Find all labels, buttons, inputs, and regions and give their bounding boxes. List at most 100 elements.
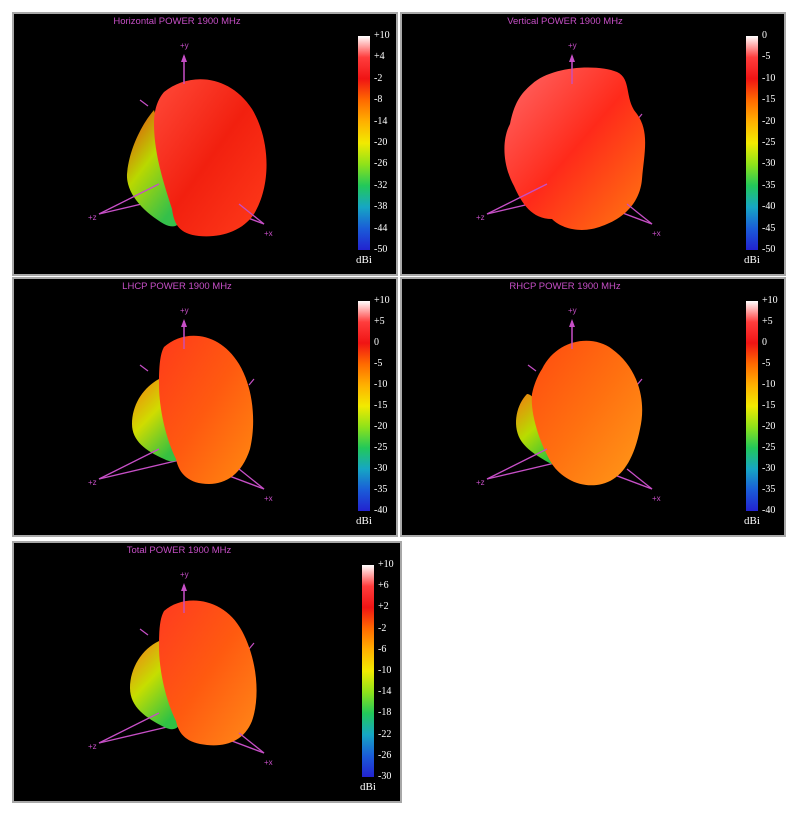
colorbar-tick-label: -26 [374, 158, 388, 170]
colorbar-tick-label: -20 [762, 115, 776, 127]
y-axis-arrow [569, 319, 575, 327]
y-axis-label: +y [180, 570, 189, 579]
colorbar-tick-label: -20 [762, 421, 776, 432]
radiation-plot: +y +x +z [88, 41, 273, 238]
colorbar-unit: dBi [744, 515, 760, 527]
radiation-plot: +y +x +z [476, 41, 661, 238]
colorbar-tick-label: +10 [378, 559, 394, 570]
y-axis-arrow [181, 583, 187, 591]
colorbar-tick-label: -18 [378, 707, 392, 719]
panel-title: Horizontal POWER 1900 MHz [113, 16, 241, 27]
colorbar-tick-label: -40 [762, 201, 776, 213]
colorbar-tick-label: -38 [374, 201, 388, 213]
colorbar-tick-label: -32 [374, 179, 388, 191]
colorbar-tick-label: -30 [762, 463, 776, 474]
z-axis-label: +z [88, 478, 97, 487]
colorbar-tick-label: -50 [374, 244, 388, 255]
colorbar-tick-label: -8 [374, 94, 383, 106]
colorbar-tick-label: -2 [374, 72, 383, 84]
y-axis-label: +y [568, 41, 577, 50]
panel-vertical: Vertical POWER 1900 MHz +y +x +z 0 -5 -10 -15 -2… [400, 12, 786, 276]
z-axis-tip [486, 183, 548, 215]
colorbar-tick-label: +5 [374, 316, 385, 327]
axis-stub [636, 378, 643, 386]
pattern-side-lobe [126, 110, 181, 227]
colorbar-tick-label: -10 [762, 379, 776, 390]
colorbar-tick-label: -25 [762, 442, 776, 453]
colorbar: +10 +5 0 -5 -10 -15 -20 -25 -30 -35 -40 dBi [356, 296, 390, 528]
colorbar-tick-label: -22 [378, 728, 392, 740]
colorbar-tick-label: -10 [374, 379, 388, 390]
z-axis-label: +z [88, 213, 97, 222]
x-axis-label: +x [652, 229, 661, 238]
x-axis-tip [626, 468, 653, 490]
colorbar-tick-label: -45 [762, 222, 776, 234]
pattern-side-lobe [132, 379, 181, 462]
colorbar-tick-label: -5 [762, 51, 771, 63]
z-axis-label: +z [476, 213, 485, 222]
axis-stub [139, 628, 149, 636]
z-axis-label: +z [476, 478, 485, 487]
y-axis-label: +y [180, 41, 189, 50]
colorbar-unit: dBi [356, 515, 372, 527]
panel-title: RHCP POWER 1900 MHz [509, 281, 621, 292]
axis-stub [527, 364, 537, 372]
z-axis-tip [98, 183, 160, 215]
colorbar-tick-label: -2 [378, 622, 387, 634]
x-axis-tip [238, 203, 265, 225]
colorbar-tick-label: 0 [762, 30, 767, 41]
panel-lhcp: LHCP POWER 1900 MHz +y +x +z +10 +5 0 -5 -10 -15 -… [12, 277, 398, 537]
colorbar: 0 -5 -10 -15 -20 -25 -30 -35 -40 -45 -50 dBi [744, 31, 775, 267]
colorbar-tick-label: -25 [762, 137, 776, 148]
colorbar-tick-label: -6 [378, 643, 387, 655]
colorbar-tick-label: -40 [374, 505, 388, 516]
colorbar-tick-label: -50 [762, 244, 776, 255]
x-axis-tip [238, 732, 265, 754]
panel-total: Total POWER 1900 MHz +y +x +z +10 +6 +2 -2 -6 -10… [12, 541, 402, 803]
colorbar-tick-label: -35 [374, 484, 388, 495]
colorbar: +10 +4 -2 -8 -14 -20 -26 -32 -38 -44 -50 dBi [356, 31, 390, 267]
y-axis-arrow [181, 54, 187, 62]
colorbar-tick-label: -30 [762, 158, 776, 170]
colorbar-tick-label: -20 [374, 137, 388, 148]
colorbar-unit: dBi [360, 781, 376, 793]
colorbar-tick-label: +4 [374, 51, 385, 63]
colorbar-tick-label: 0 [762, 337, 767, 348]
colorbar-tick-label: -20 [374, 421, 388, 432]
colorbar-unit: dBi [356, 254, 372, 266]
x-axis-label: +x [652, 494, 661, 503]
panel-title: Total POWER 1900 MHz [126, 545, 232, 556]
colorbar-unit: dBi [744, 254, 760, 266]
x-axis-label: +x [264, 758, 273, 767]
x-axis-label: +x [264, 229, 273, 238]
y-axis-label: +y [568, 306, 577, 315]
pattern-main-lobe [504, 67, 646, 230]
colorbar-tick-label: -10 [762, 72, 776, 84]
colorbar-tick-label: +10 [374, 30, 390, 41]
x-axis-tip [626, 203, 653, 225]
z-axis-line [98, 458, 185, 480]
colorbar-tick-label: -10 [378, 665, 392, 676]
axis-stub [139, 99, 149, 107]
pattern-side-lobe [130, 641, 181, 730]
y-axis-arrow [181, 319, 187, 327]
radiation-plot: +y +x +z [88, 306, 273, 503]
z-axis-tip [98, 712, 160, 744]
panel-title: Vertical POWER 1900 MHz [507, 16, 623, 27]
colorbar-tick-label: -30 [374, 463, 388, 474]
pattern-main-lobe [159, 600, 257, 746]
colorbar: +10 +5 0 -5 -10 -15 -20 -25 -30 -35 -40 dBi [744, 296, 778, 528]
radiation-plot: +y +x +z [476, 306, 661, 503]
z-axis-tip [486, 448, 548, 480]
colorbar-tick-label: +10 [374, 295, 390, 306]
z-axis-tip [98, 448, 160, 480]
y-axis-label: +y [180, 306, 189, 315]
axis-stub [139, 364, 149, 372]
colorbar-tick-label: -44 [374, 222, 388, 234]
colorbar-tick-label: -30 [378, 771, 392, 782]
colorbar-tick-label: -5 [374, 358, 383, 369]
colorbar-tick-label: -14 [378, 686, 392, 698]
colorbar-tick-label: -35 [762, 179, 776, 191]
colorbar-tick-label: -35 [762, 484, 776, 495]
colorbar-tick-label: -14 [374, 115, 388, 127]
